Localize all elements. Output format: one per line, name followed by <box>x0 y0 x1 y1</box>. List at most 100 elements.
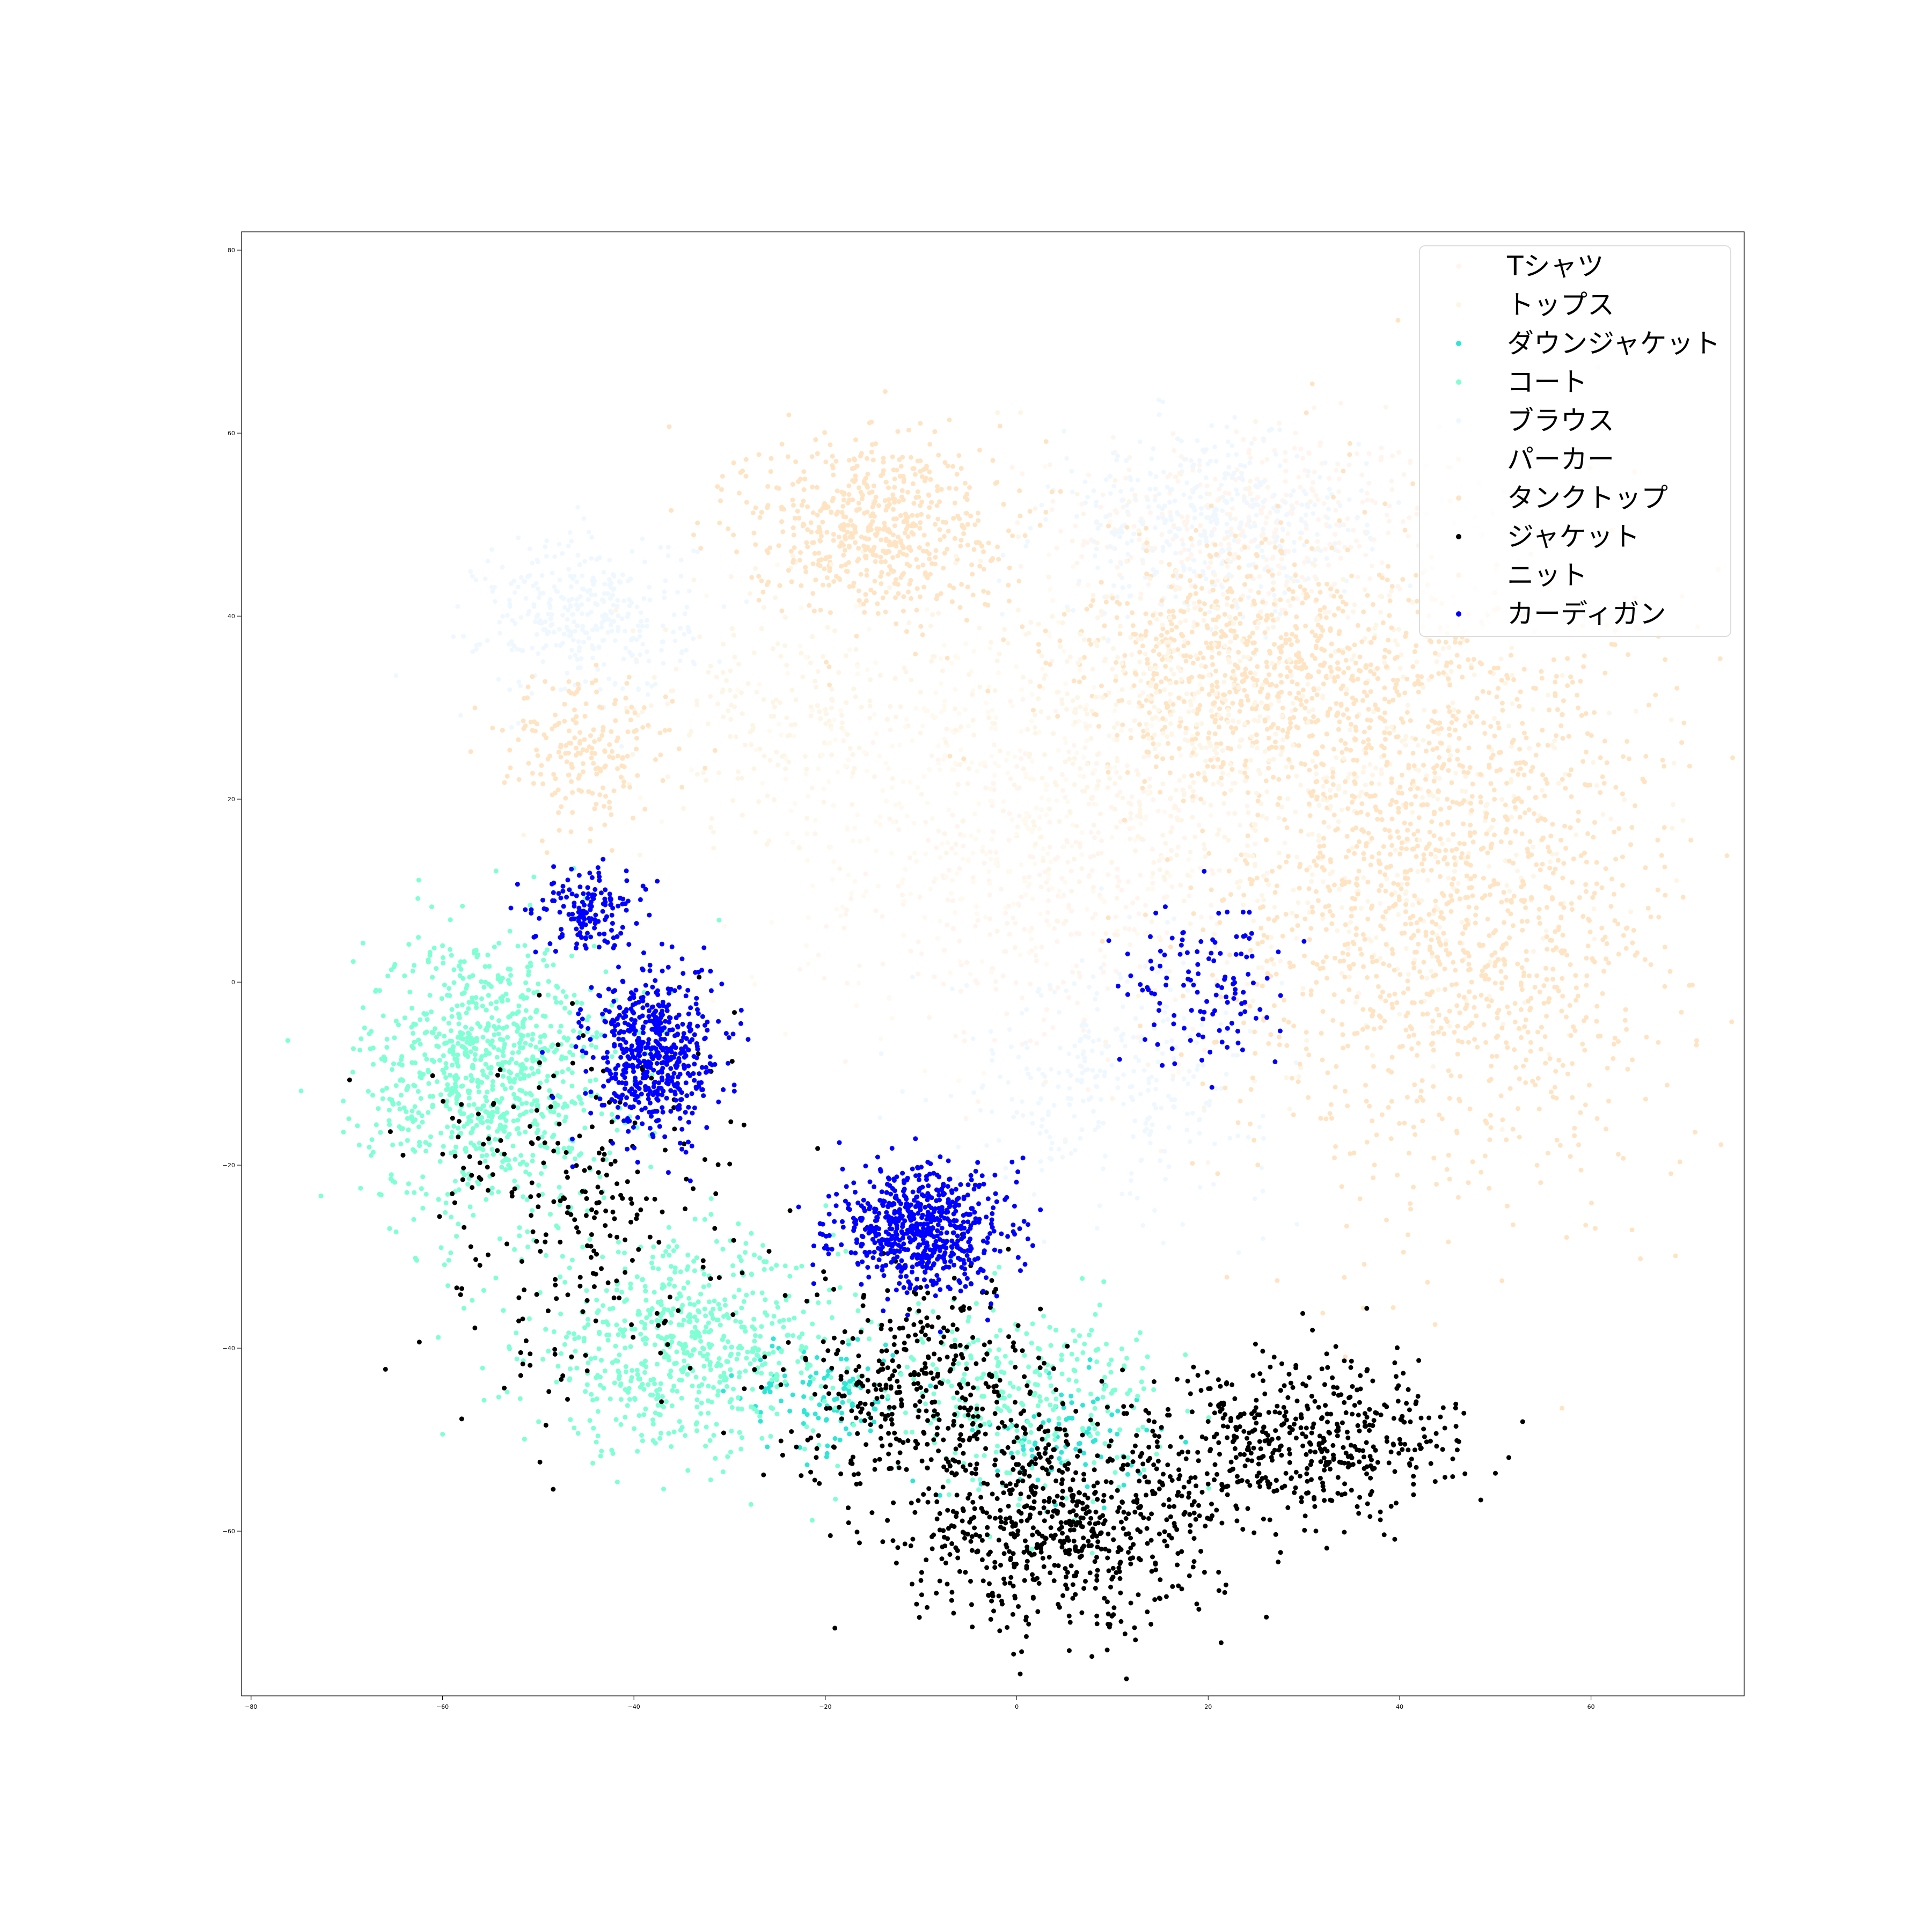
data-point <box>516 1050 521 1055</box>
data-point <box>1069 909 1074 914</box>
data-point <box>1350 845 1355 851</box>
data-point <box>635 1448 640 1454</box>
data-point <box>479 996 484 1001</box>
data-point <box>500 1049 505 1054</box>
data-point <box>1047 983 1052 988</box>
data-point <box>1384 513 1389 518</box>
data-point <box>833 1496 838 1502</box>
data-point <box>690 1330 695 1335</box>
data-point <box>1194 1040 1199 1045</box>
data-point <box>856 980 861 986</box>
data-point <box>640 1381 645 1387</box>
data-point <box>694 1404 700 1410</box>
data-point <box>569 1146 575 1151</box>
data-point <box>948 970 953 976</box>
data-point <box>1283 450 1288 455</box>
data-point <box>677 1291 682 1297</box>
data-point <box>1124 540 1130 546</box>
data-point <box>1506 723 1512 729</box>
data-point <box>1574 832 1579 838</box>
data-point <box>977 448 982 453</box>
data-point <box>1091 931 1096 936</box>
data-point <box>1028 1423 1033 1428</box>
data-point <box>716 1356 722 1361</box>
data-point <box>1256 544 1262 549</box>
data-point <box>524 1100 529 1106</box>
data-point <box>1272 530 1277 535</box>
data-point <box>951 767 956 772</box>
data-point <box>601 614 606 620</box>
data-point <box>590 1397 596 1403</box>
data-point <box>1277 427 1283 433</box>
data-point <box>621 656 626 662</box>
data-point <box>1064 1496 1069 1501</box>
data-point <box>1296 900 1301 905</box>
data-point <box>1044 1129 1049 1134</box>
data-point <box>505 1035 510 1040</box>
data-point <box>908 891 913 897</box>
data-point <box>526 987 531 993</box>
data-point <box>1284 492 1289 497</box>
data-point <box>842 1386 847 1391</box>
data-point <box>526 1316 532 1321</box>
data-point <box>583 679 588 684</box>
data-point <box>586 597 591 602</box>
data-point <box>490 1087 495 1092</box>
data-point <box>934 1366 939 1372</box>
data-point <box>1069 932 1074 937</box>
data-point <box>947 486 952 491</box>
data-point <box>1306 469 1311 474</box>
data-point <box>773 697 779 702</box>
data-point <box>1190 489 1196 495</box>
data-point <box>1115 453 1121 459</box>
data-point <box>485 1038 491 1044</box>
data-point <box>784 756 788 761</box>
data-point <box>872 774 877 779</box>
data-point <box>1108 559 1113 564</box>
data-point <box>1102 1374 1107 1380</box>
data-point <box>1048 766 1053 771</box>
data-point <box>1435 796 1440 802</box>
data-point <box>808 1363 813 1368</box>
data-point <box>528 1043 533 1048</box>
data-point <box>1187 1069 1192 1074</box>
data-point <box>1563 771 1568 777</box>
data-point <box>1072 1043 1078 1049</box>
data-point <box>1339 971 1344 976</box>
data-point <box>668 1374 673 1379</box>
data-point <box>964 960 970 965</box>
data-point <box>656 1334 661 1339</box>
data-point <box>615 1358 620 1364</box>
data-point <box>583 1087 588 1092</box>
data-point <box>711 830 716 835</box>
data-point <box>1145 497 1151 502</box>
data-point <box>417 1070 422 1075</box>
data-point <box>1397 665 1403 671</box>
data-point <box>545 631 550 636</box>
data-point <box>458 959 463 964</box>
data-point <box>750 1290 756 1296</box>
data-point <box>1077 1333 1082 1338</box>
data-point <box>978 1108 983 1113</box>
data-point <box>958 747 963 752</box>
data-point <box>622 1250 627 1256</box>
data-point <box>470 574 475 579</box>
data-point <box>1047 1135 1052 1140</box>
data-point <box>536 651 541 656</box>
data-point <box>564 1335 569 1340</box>
data-point <box>1159 602 1165 607</box>
data-point <box>1023 1040 1028 1045</box>
data-point <box>889 1015 895 1021</box>
data-point <box>1198 866 1203 871</box>
data-point <box>1047 462 1052 467</box>
data-point <box>1450 700 1455 706</box>
data-point <box>1249 441 1254 446</box>
data-point <box>1313 493 1319 498</box>
data-point <box>552 584 557 589</box>
data-point <box>1253 841 1258 847</box>
data-point <box>1122 1363 1127 1368</box>
data-point <box>497 1236 502 1241</box>
data-point <box>1170 537 1175 542</box>
data-point <box>1148 1129 1153 1134</box>
data-point <box>1159 1148 1164 1154</box>
